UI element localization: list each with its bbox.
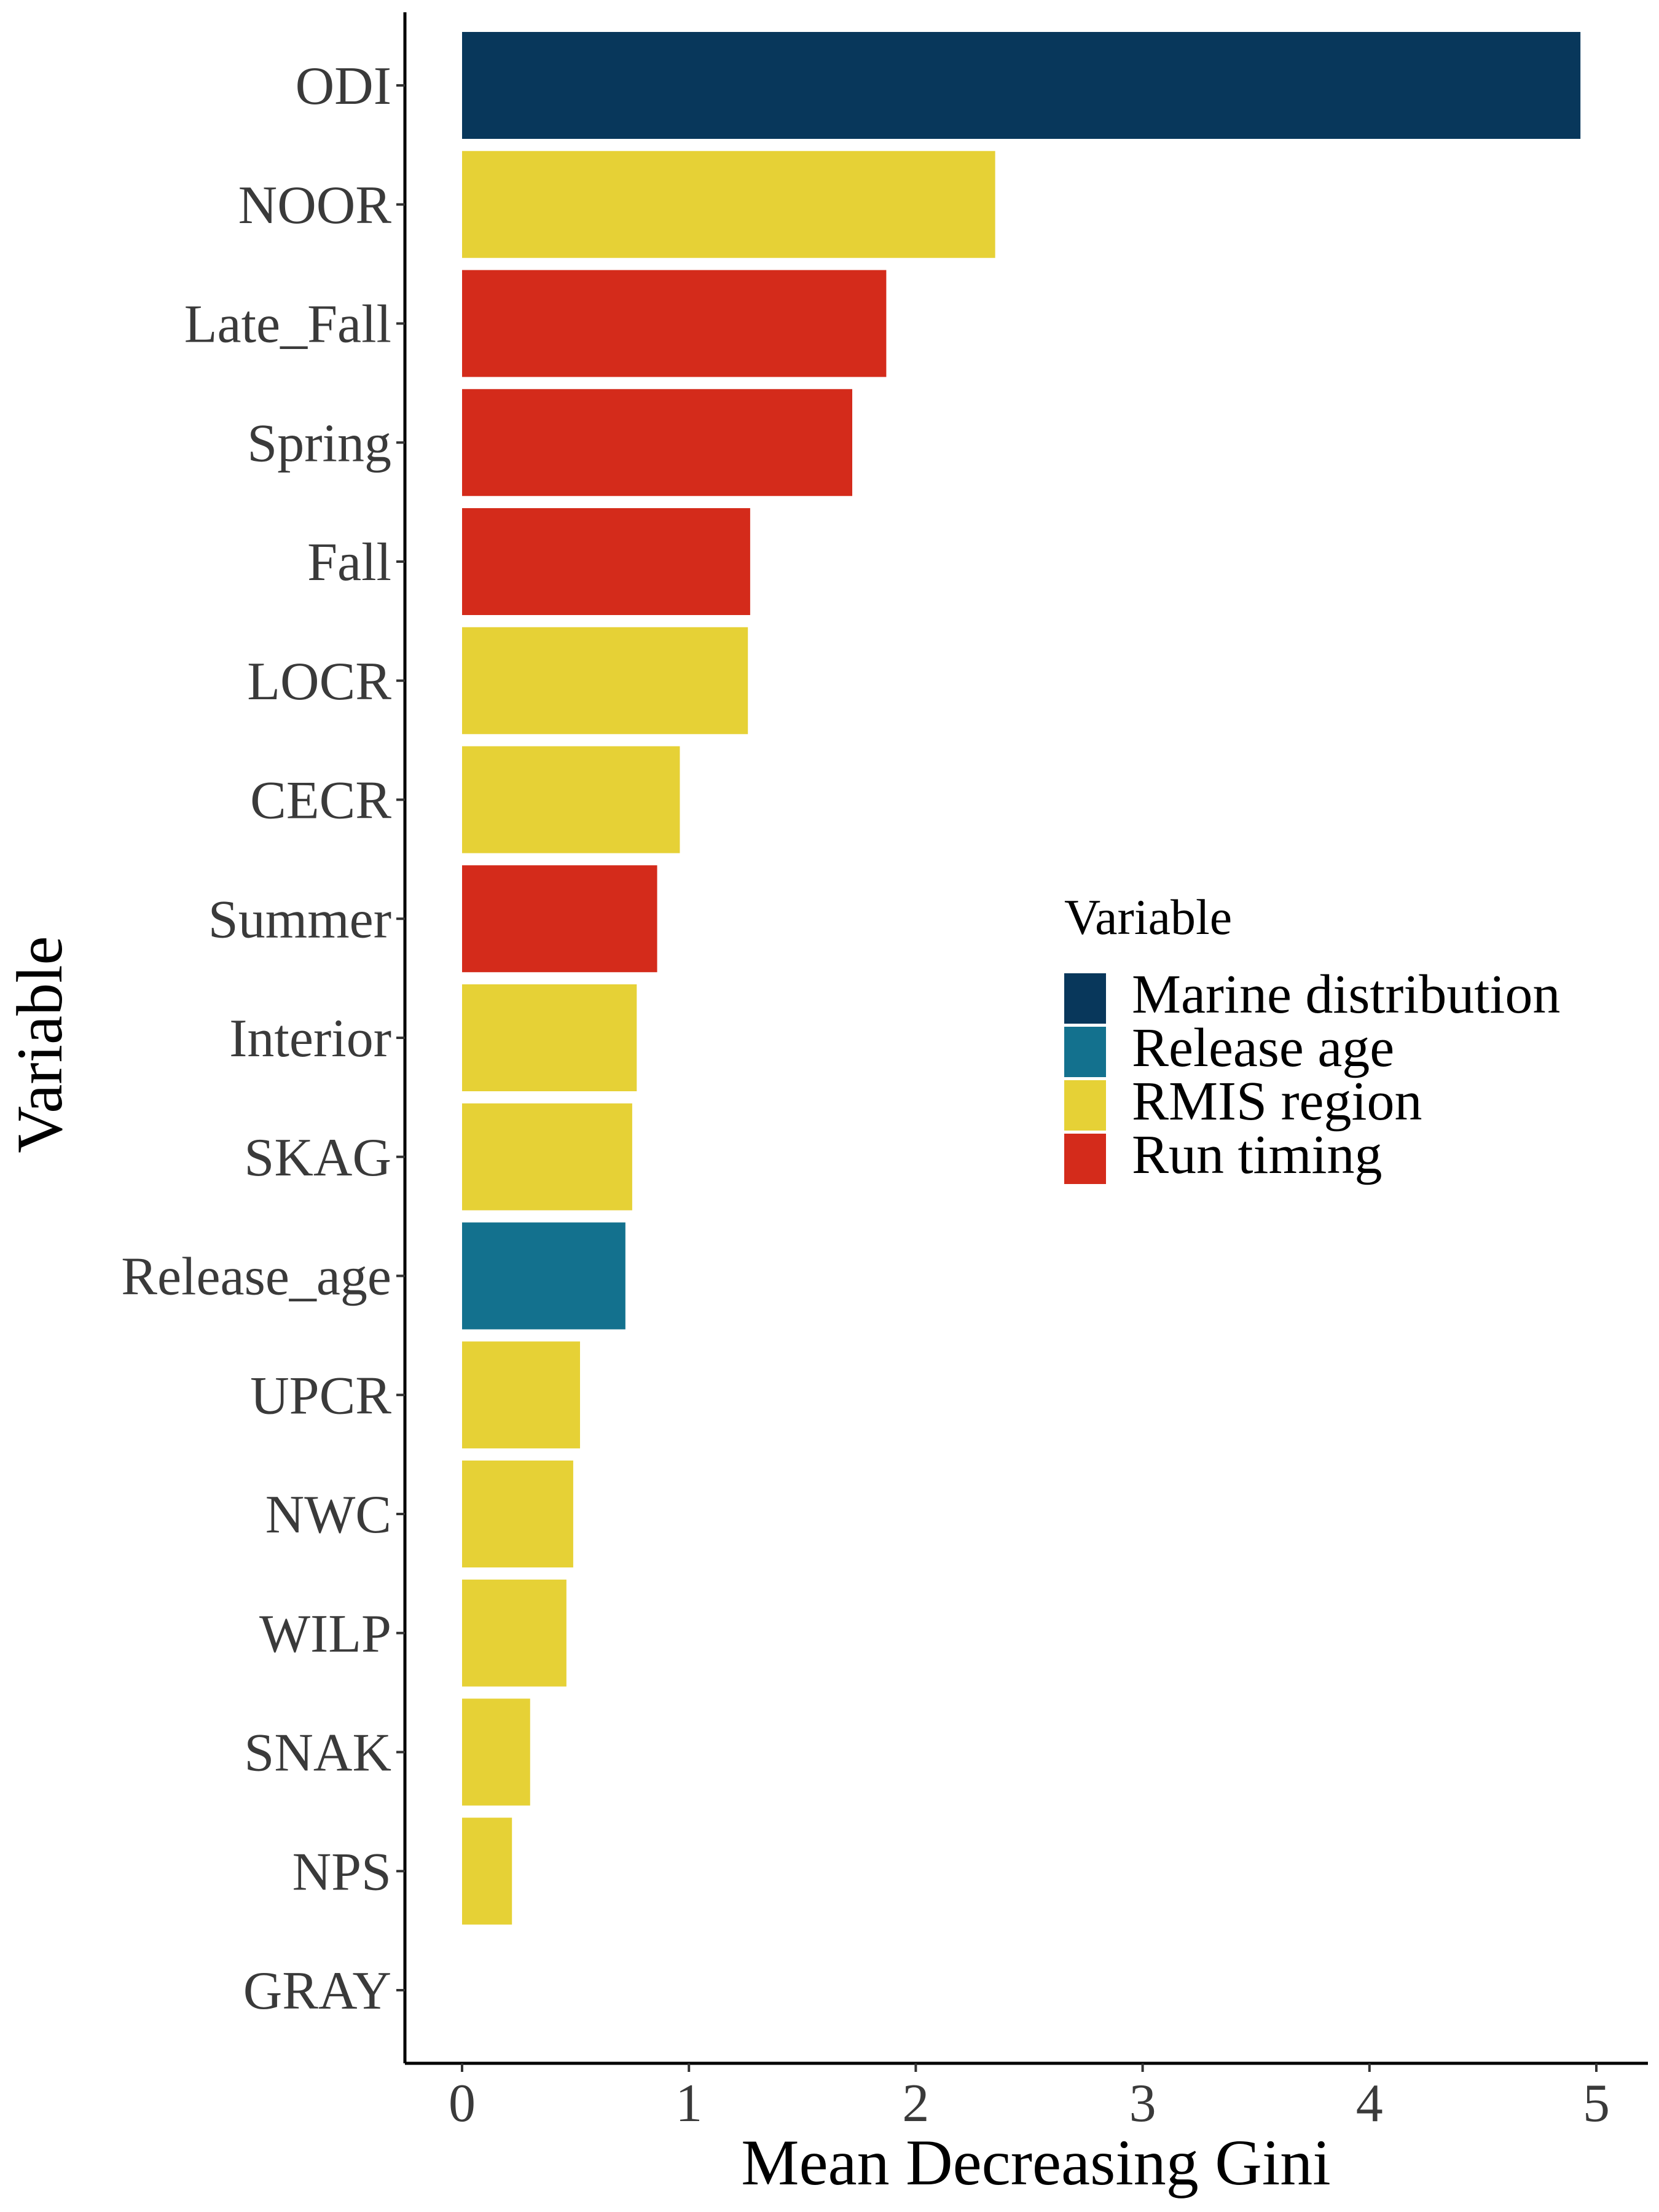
axes-layer xyxy=(396,12,1648,2072)
x-axis-title: Mean Decreasing Gini xyxy=(741,2127,1331,2198)
bar-skag xyxy=(462,1103,632,1210)
legend-label: RMIS region xyxy=(1132,1071,1422,1132)
y-tick-labels: ODI NOOR Late_Fall Spring Fall LOCR CECR Summer… xyxy=(121,57,391,2021)
y-tick-label: LOCR xyxy=(247,652,391,712)
bar-summer xyxy=(462,865,657,973)
legend-title: Variable xyxy=(1064,889,1232,945)
bar-release-age xyxy=(462,1222,626,1330)
legend-key xyxy=(1064,1134,1106,1184)
legend-key xyxy=(1064,1027,1106,1077)
bar-upcr xyxy=(462,1341,580,1449)
y-tick-label: ODI xyxy=(296,57,391,116)
bar-nwc xyxy=(462,1461,573,1567)
y-tick-label: WILP xyxy=(259,1604,391,1664)
x-tick-labels: 0 1 2 3 4 5 xyxy=(449,2074,1610,2133)
x-tick-label: 1 xyxy=(675,2074,702,2133)
y-tick-label: CECR xyxy=(250,771,391,831)
bar-snak xyxy=(462,1698,530,1806)
y-tick-label: NWC xyxy=(265,1485,391,1545)
y-tick-label: UPCR xyxy=(250,1366,391,1426)
y-tick-label: Late_Fall xyxy=(184,295,391,355)
y-tick-label: SNAK xyxy=(244,1724,391,1783)
y-tick-label: Summer xyxy=(208,890,391,949)
bar-spring xyxy=(462,389,853,496)
y-tick-label: Spring xyxy=(247,414,391,473)
x-tick-label: 5 xyxy=(1583,2074,1610,2133)
bar-locr xyxy=(462,627,748,734)
bar-noor xyxy=(462,151,995,258)
bar-late-fall xyxy=(462,270,887,377)
legend-key xyxy=(1064,1080,1106,1131)
y-tick-label: GRAY xyxy=(243,1961,391,2021)
bars-layer xyxy=(462,32,1581,1925)
bar-odi xyxy=(462,32,1581,139)
x-tick-label: 4 xyxy=(1356,2074,1383,2133)
bar-wilp xyxy=(462,1579,567,1687)
x-tick-label: 2 xyxy=(902,2074,929,2133)
x-tick-label: 3 xyxy=(1129,2074,1156,2133)
legend-label: Marine distribution xyxy=(1132,964,1560,1025)
y-tick-label: Release_age xyxy=(121,1247,391,1307)
bar-fall xyxy=(462,508,750,615)
y-tick-label: Interior xyxy=(229,1009,391,1069)
x-tick-label: 0 xyxy=(449,2074,476,2133)
y-tick-label: NPS xyxy=(292,1842,391,1902)
legend-label: Run timing xyxy=(1132,1124,1382,1185)
y-tick-label: NOOR xyxy=(238,176,392,235)
bar-cecr xyxy=(462,746,680,853)
y-tick-label: SKAG xyxy=(244,1128,391,1188)
legend-label: Release age xyxy=(1132,1018,1394,1078)
y-axis-title: Variable xyxy=(4,936,76,1153)
y-tick-label: Fall xyxy=(307,533,391,592)
bar-nps xyxy=(462,1818,512,1925)
bar-interior xyxy=(462,984,637,1091)
legend-key xyxy=(1064,973,1106,1024)
